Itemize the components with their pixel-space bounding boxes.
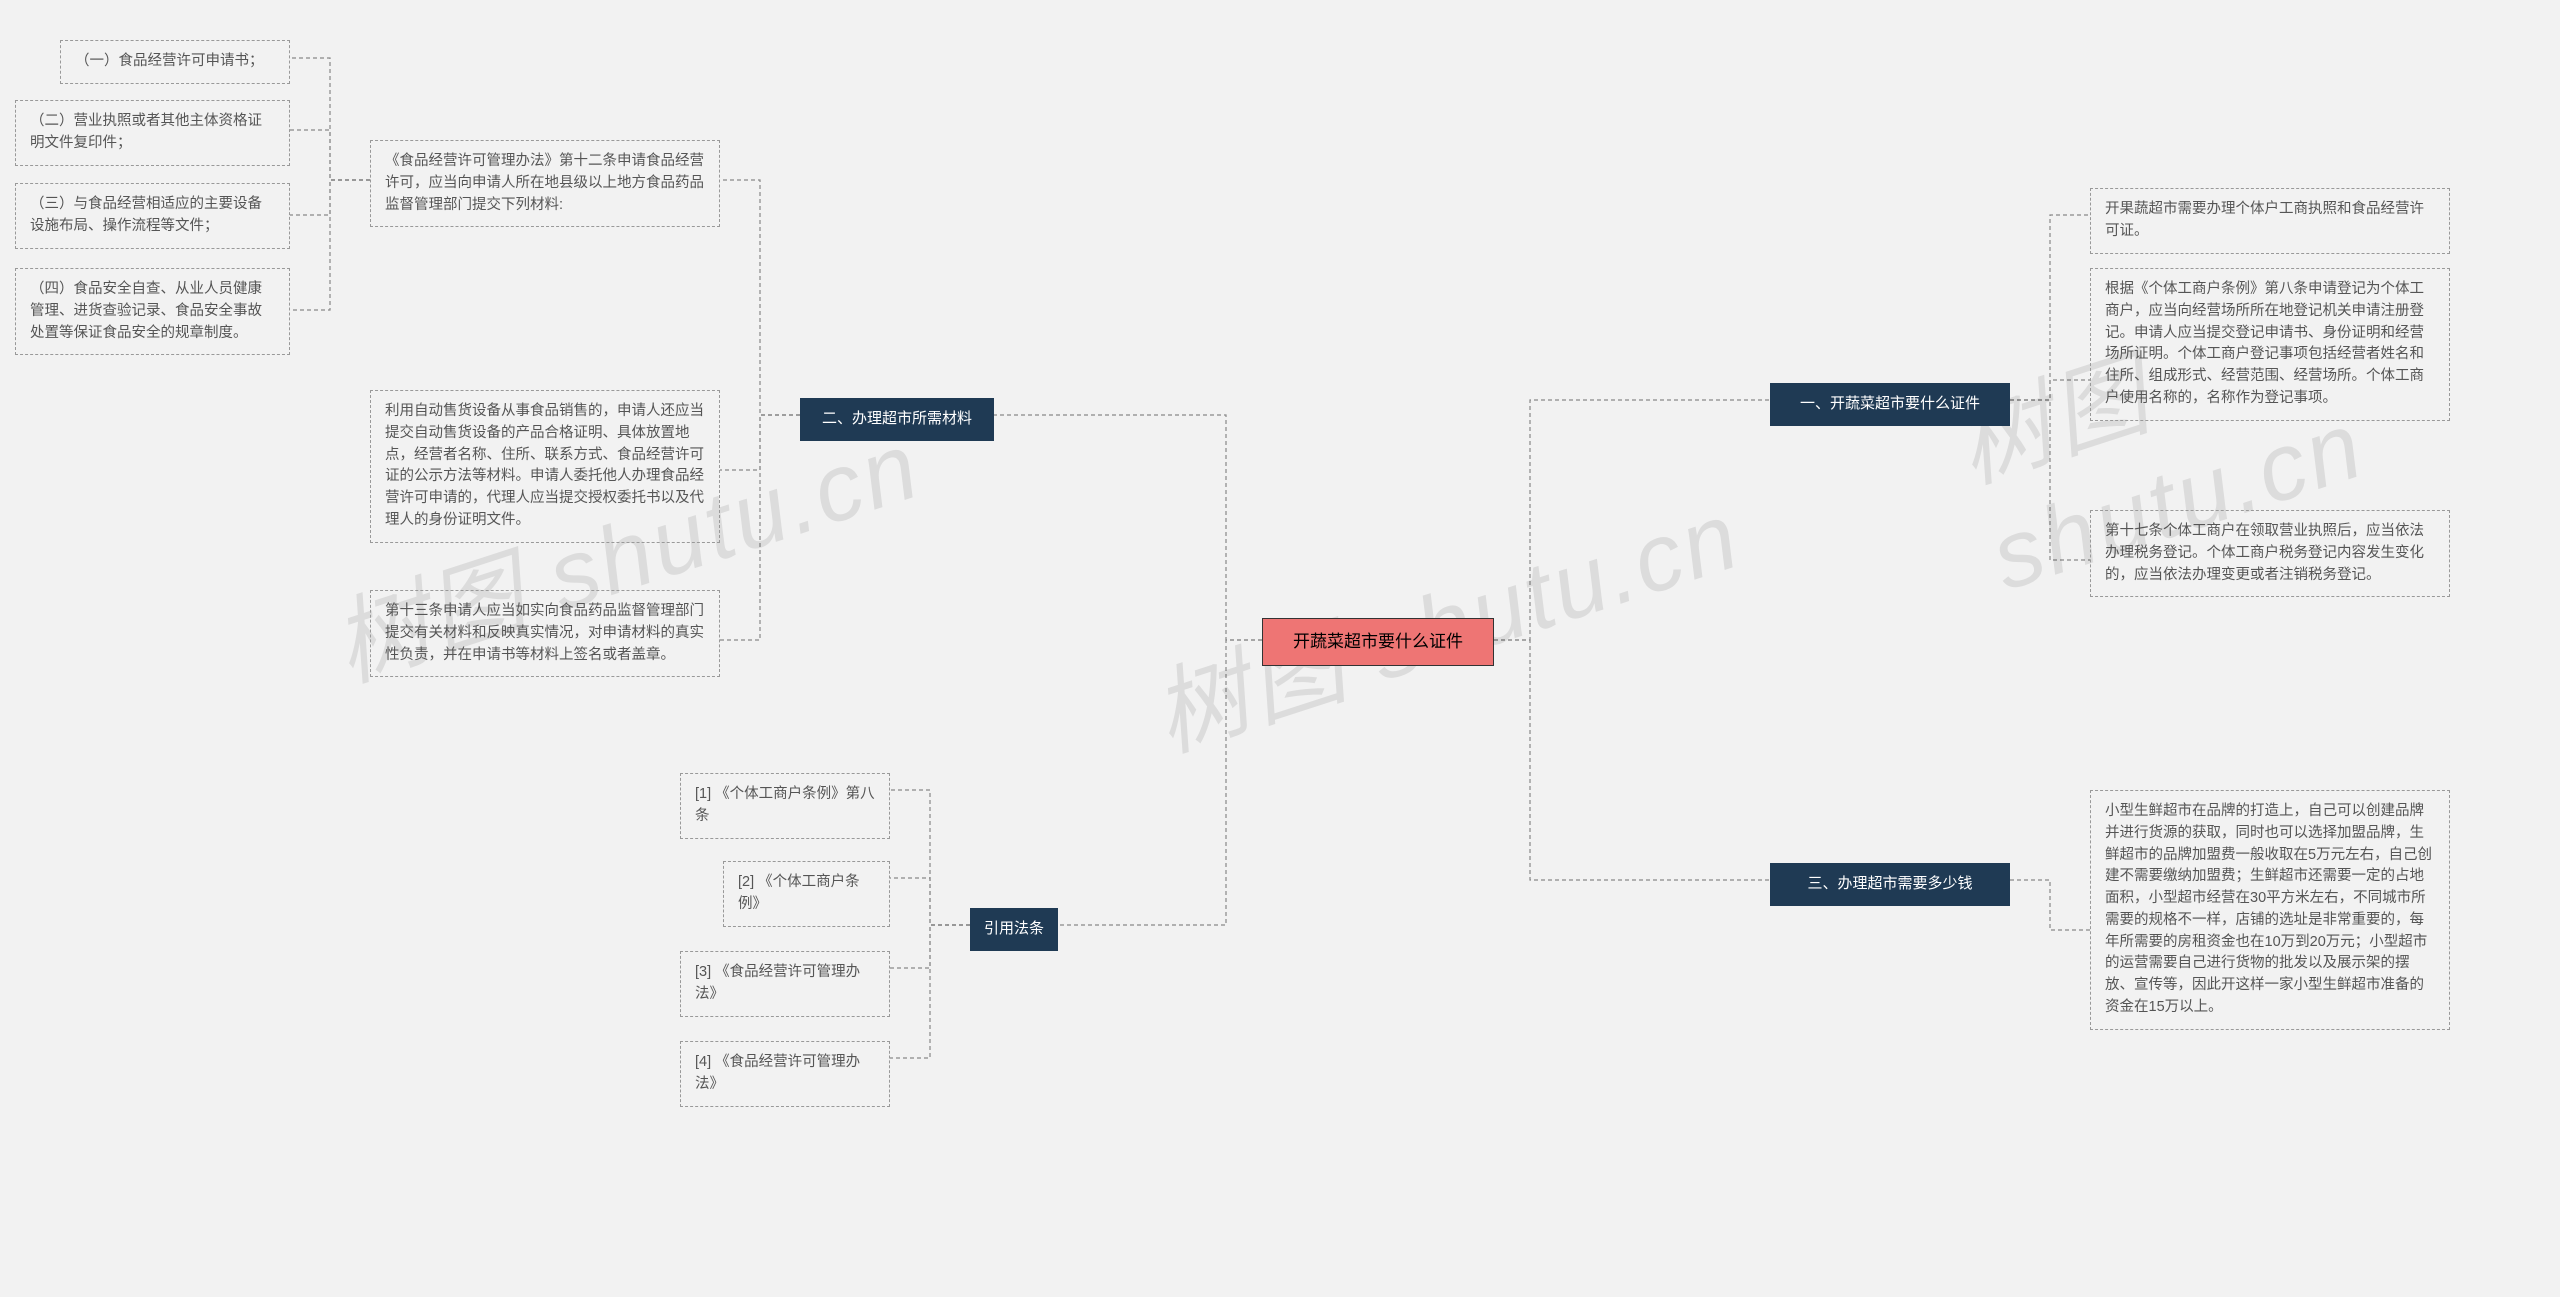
- leaf-ref-1: [1] 《个体工商户条例》第八条: [680, 773, 890, 839]
- leaf-mat-2: 利用自动售货设备从事食品销售的，申请人还应当提交自动售货设备的产品合格证明、具体…: [370, 390, 720, 543]
- branch-references: 引用法条: [970, 908, 1058, 951]
- leaf-ref-2: [2] 《个体工商户条例》: [723, 861, 890, 927]
- leaf-mat-sub-1: （一）食品经营许可申请书；: [60, 40, 290, 84]
- leaf-mat-sub-4: （四）食品安全自查、从业人员健康管理、进货查验记录、食品安全事故处置等保证食品安…: [15, 268, 290, 355]
- leaf-cert-1: 开果蔬超市需要办理个体户工商执照和食品经营许可证。: [2090, 188, 2450, 254]
- leaf-mat-1: 《食品经营许可管理办法》第十二条申请食品经营许可，应当向申请人所在地县级以上地方…: [370, 140, 720, 227]
- branch-certificates: 一、开蔬菜超市要什么证件: [1770, 383, 2010, 426]
- leaf-mat-sub-3: （三）与食品经营相适应的主要设备设施布局、操作流程等文件；: [15, 183, 290, 249]
- branch-cost: 三、办理超市需要多少钱: [1770, 863, 2010, 906]
- branch-materials: 二、办理超市所需材料: [800, 398, 994, 441]
- leaf-mat-3: 第十三条申请人应当如实向食品药品监督管理部门提交有关材料和反映真实情况，对申请材…: [370, 590, 720, 677]
- leaf-ref-4: [4] 《食品经营许可管理办法》: [680, 1041, 890, 1107]
- leaf-cost-1: 小型生鲜超市在品牌的打造上，自己可以创建品牌并进行货源的获取，同时也可以选择加盟…: [2090, 790, 2450, 1030]
- leaf-cert-2: 根据《个体工商户条例》第八条申请登记为个体工商户，应当向经营场所所在地登记机关申…: [2090, 268, 2450, 421]
- leaf-cert-3: 第十七条个体工商户在领取营业执照后，应当依法办理税务登记。个体工商户税务登记内容…: [2090, 510, 2450, 597]
- leaf-mat-sub-2: （二）营业执照或者其他主体资格证明文件复印件；: [15, 100, 290, 166]
- root-node: 开蔬菜超市要什么证件: [1262, 618, 1494, 666]
- leaf-ref-3: [3] 《食品经营许可管理办法》: [680, 951, 890, 1017]
